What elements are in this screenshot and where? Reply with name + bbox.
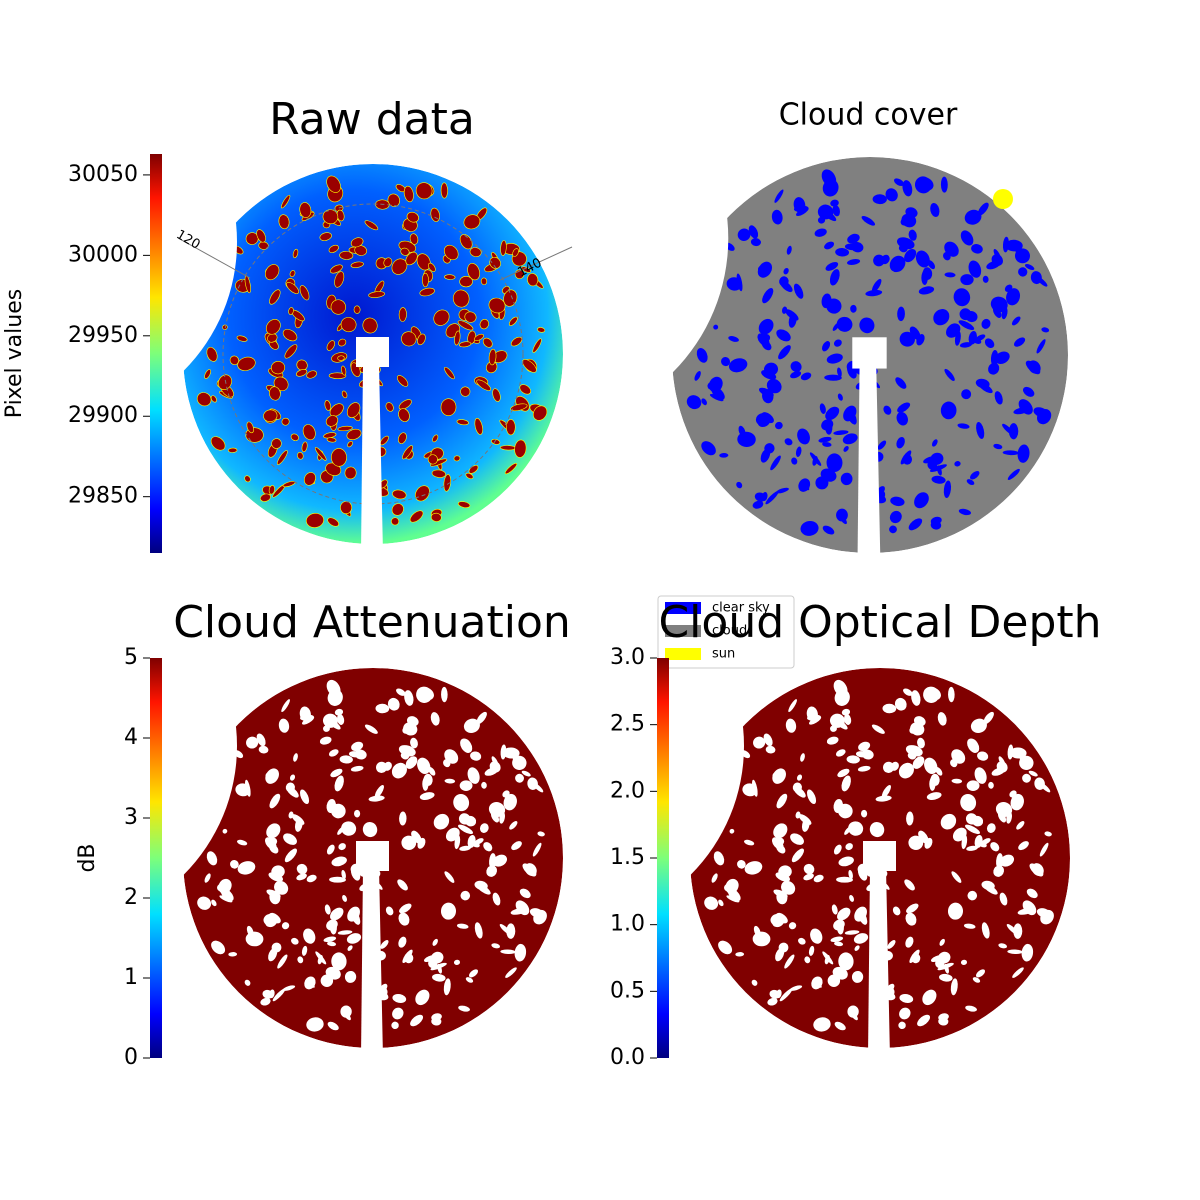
tick-label: 1 — [124, 965, 138, 990]
colorbar — [150, 154, 162, 553]
panel-title: Raw data — [269, 94, 475, 145]
tick-label: 29950 — [68, 323, 138, 348]
panel-title: Cloud Attenuation — [173, 597, 571, 648]
panel-title: Cloud cover — [779, 98, 958, 133]
legend-label: cloud — [712, 624, 747, 639]
legend-label: clear sky — [712, 601, 770, 616]
legend-swatch — [665, 602, 701, 614]
sky-image — [183, 668, 563, 1048]
tick-label: 4 — [124, 725, 138, 750]
tick-label: 2.5 — [610, 712, 645, 737]
tick-label: 5 — [124, 645, 138, 670]
tick-label: 29850 — [68, 484, 138, 509]
panel-title: Cloud Optical Depth — [658, 597, 1101, 648]
sky-image — [690, 668, 1070, 1048]
tick-label: 3.0 — [610, 645, 645, 670]
colorbar — [657, 658, 669, 1058]
tick-label: 1.5 — [610, 845, 645, 870]
legend-swatch — [665, 625, 701, 637]
tick-label: 1.0 — [610, 912, 645, 937]
tick-label: 29900 — [68, 403, 138, 428]
tick-label: 2.0 — [610, 778, 645, 803]
colorbar — [150, 658, 162, 1058]
tick-label: 0 — [124, 1045, 138, 1070]
grid-line — [499, 246, 573, 281]
tick-label: 30050 — [68, 162, 138, 187]
grid-circle — [222, 203, 524, 505]
tick-label: 3 — [124, 805, 138, 830]
tick-label: 2 — [124, 885, 138, 910]
sun-marker — [993, 189, 1013, 209]
sky-image — [183, 164, 563, 544]
sky-image — [672, 157, 1068, 553]
tick-label: 0.5 — [610, 978, 645, 1003]
grid-line — [177, 237, 251, 279]
legend-swatch — [665, 648, 701, 660]
colorbar-label: dB — [75, 843, 100, 872]
tick-label: 0.0 — [610, 1045, 645, 1070]
legend-label: sun — [712, 647, 735, 662]
tick-label: 30000 — [68, 242, 138, 267]
colorbar-label: Pixel values — [2, 289, 27, 418]
